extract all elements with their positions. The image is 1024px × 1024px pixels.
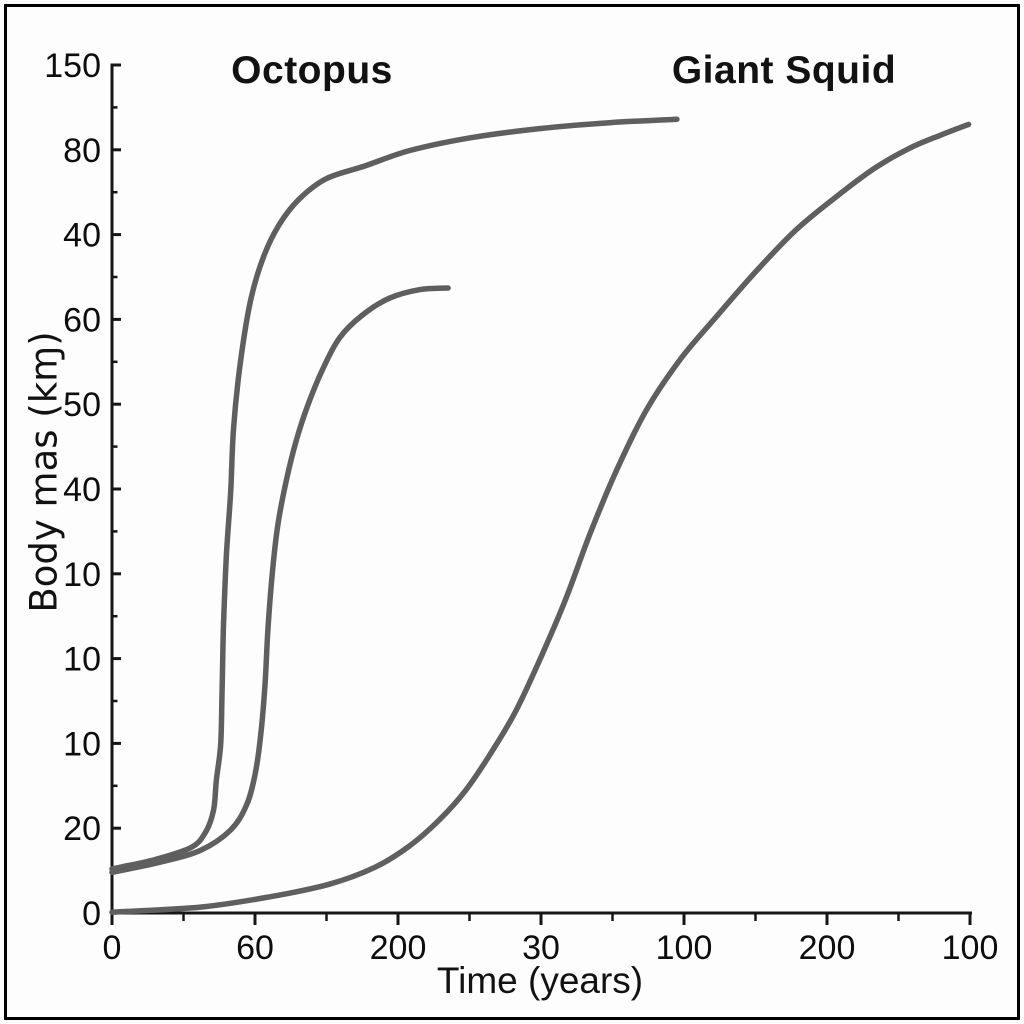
x-tick-label: 100 bbox=[656, 929, 713, 967]
x-tick-label: 30 bbox=[522, 929, 560, 967]
y-tick-label: 10 bbox=[63, 556, 101, 594]
x-tick-label: 200 bbox=[370, 929, 427, 967]
y-tick-label: 40 bbox=[63, 471, 101, 509]
octopus-curve-label: Octopus bbox=[231, 49, 393, 92]
x-tick-label: 200 bbox=[799, 929, 856, 967]
y-tick-label: 80 bbox=[63, 132, 101, 170]
x-tick-label: 100 bbox=[942, 929, 999, 967]
y-tick-label: 40 bbox=[63, 217, 101, 255]
y-axis-title: Body mas (kɱ) bbox=[22, 331, 66, 613]
x-axis-title: Time (years) bbox=[436, 960, 644, 1001]
y-tick-label: 0 bbox=[82, 895, 101, 933]
giant-squid-curve-label: Giant Squid bbox=[671, 49, 897, 92]
x-tick-label: 0 bbox=[103, 929, 122, 967]
y-tick-label: 10 bbox=[63, 725, 101, 763]
y-tick-label: 60 bbox=[63, 301, 101, 339]
y-tick-label: 20 bbox=[63, 810, 101, 848]
curve-giant-squid bbox=[109, 121, 972, 915]
curve-octopus-small bbox=[109, 285, 451, 876]
y-tick-label: 150 bbox=[44, 47, 101, 85]
x-tick-label: 60 bbox=[236, 929, 274, 967]
y-tick-label: 10 bbox=[63, 641, 101, 679]
y-tick-label: 50 bbox=[63, 386, 101, 424]
curve-octopus-large bbox=[109, 116, 680, 872]
